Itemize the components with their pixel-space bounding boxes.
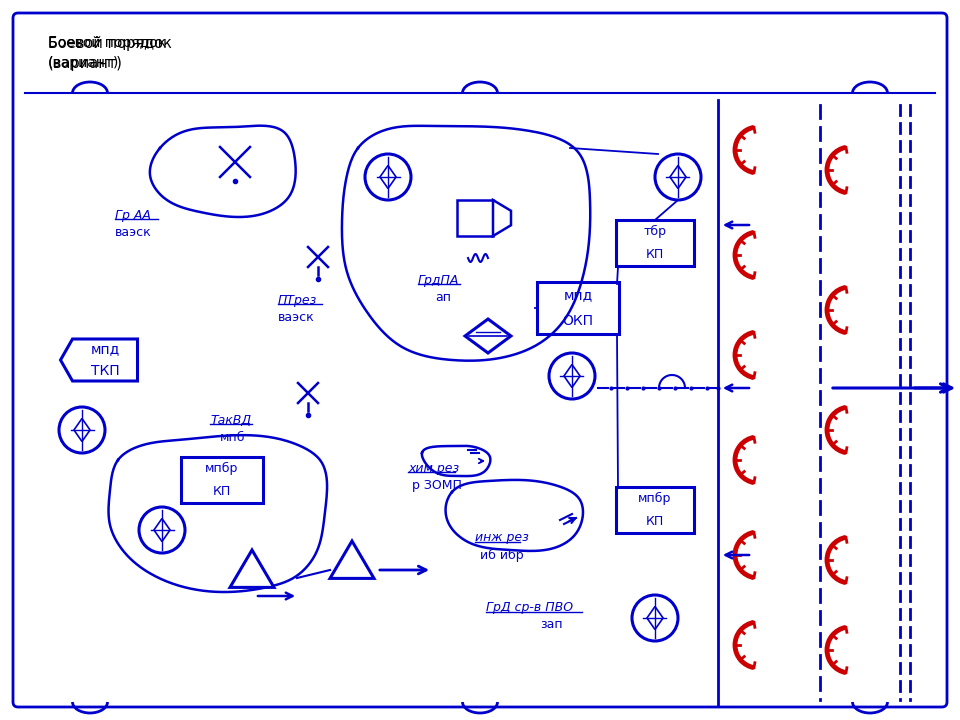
Text: КП: КП [646, 515, 664, 528]
Text: (вариант): (вариант) [48, 55, 123, 71]
Polygon shape [330, 541, 374, 578]
Text: мпб: мпб [220, 431, 246, 444]
Circle shape [632, 595, 678, 641]
Text: ГрдПА: ГрдПА [418, 274, 460, 287]
Text: Боевой порядок: Боевой порядок [48, 35, 177, 50]
Text: ваэск: ваэск [115, 225, 152, 238]
Text: мпд: мпд [564, 288, 592, 302]
Polygon shape [380, 166, 396, 189]
Circle shape [655, 154, 701, 200]
Text: иб ибр: иб ибр [480, 549, 523, 562]
Text: Боевой порядок: Боевой порядок [48, 36, 171, 50]
Text: тбр: тбр [643, 225, 666, 238]
FancyBboxPatch shape [13, 13, 947, 707]
Text: хим рез: хим рез [408, 462, 459, 474]
Text: мпбр: мпбр [638, 492, 672, 505]
Text: ПТрез: ПТрез [278, 294, 317, 307]
Bar [181, 457, 263, 503]
Text: ОКП: ОКП [563, 314, 593, 328]
Polygon shape [647, 606, 663, 629]
Text: инж рез: инж рез [475, 531, 529, 544]
Text: мпд: мпд [90, 343, 120, 356]
Circle shape [549, 353, 595, 399]
Text: ваэск: ваэск [278, 310, 315, 323]
Circle shape [365, 154, 411, 200]
Polygon shape [564, 364, 580, 387]
Polygon shape [60, 339, 137, 381]
Text: ап: ап [435, 290, 451, 304]
Bar [616, 220, 694, 266]
Polygon shape [154, 518, 170, 541]
Polygon shape [670, 166, 686, 189]
Bar [537, 282, 619, 334]
Text: р ЗОМП: р ЗОМП [412, 479, 462, 492]
Bar [457, 200, 493, 236]
Polygon shape [493, 200, 511, 236]
Circle shape [139, 507, 185, 553]
Polygon shape [74, 418, 90, 441]
Polygon shape [230, 550, 274, 588]
Text: мпбр: мпбр [205, 462, 239, 475]
Text: ГрД ср-в ПВО: ГрД ср-в ПВО [486, 601, 573, 614]
Text: зап: зап [540, 618, 563, 631]
Text: ТКП: ТКП [90, 364, 119, 377]
Text: ТакВД: ТакВД [210, 413, 252, 426]
Bar [616, 487, 694, 533]
Circle shape [59, 407, 105, 453]
Polygon shape [465, 319, 511, 353]
Text: КП: КП [646, 248, 664, 261]
Text: (вариант): (вариант) [48, 56, 119, 70]
Text: КП: КП [213, 485, 231, 498]
Text: Гр АА: Гр АА [115, 209, 151, 222]
